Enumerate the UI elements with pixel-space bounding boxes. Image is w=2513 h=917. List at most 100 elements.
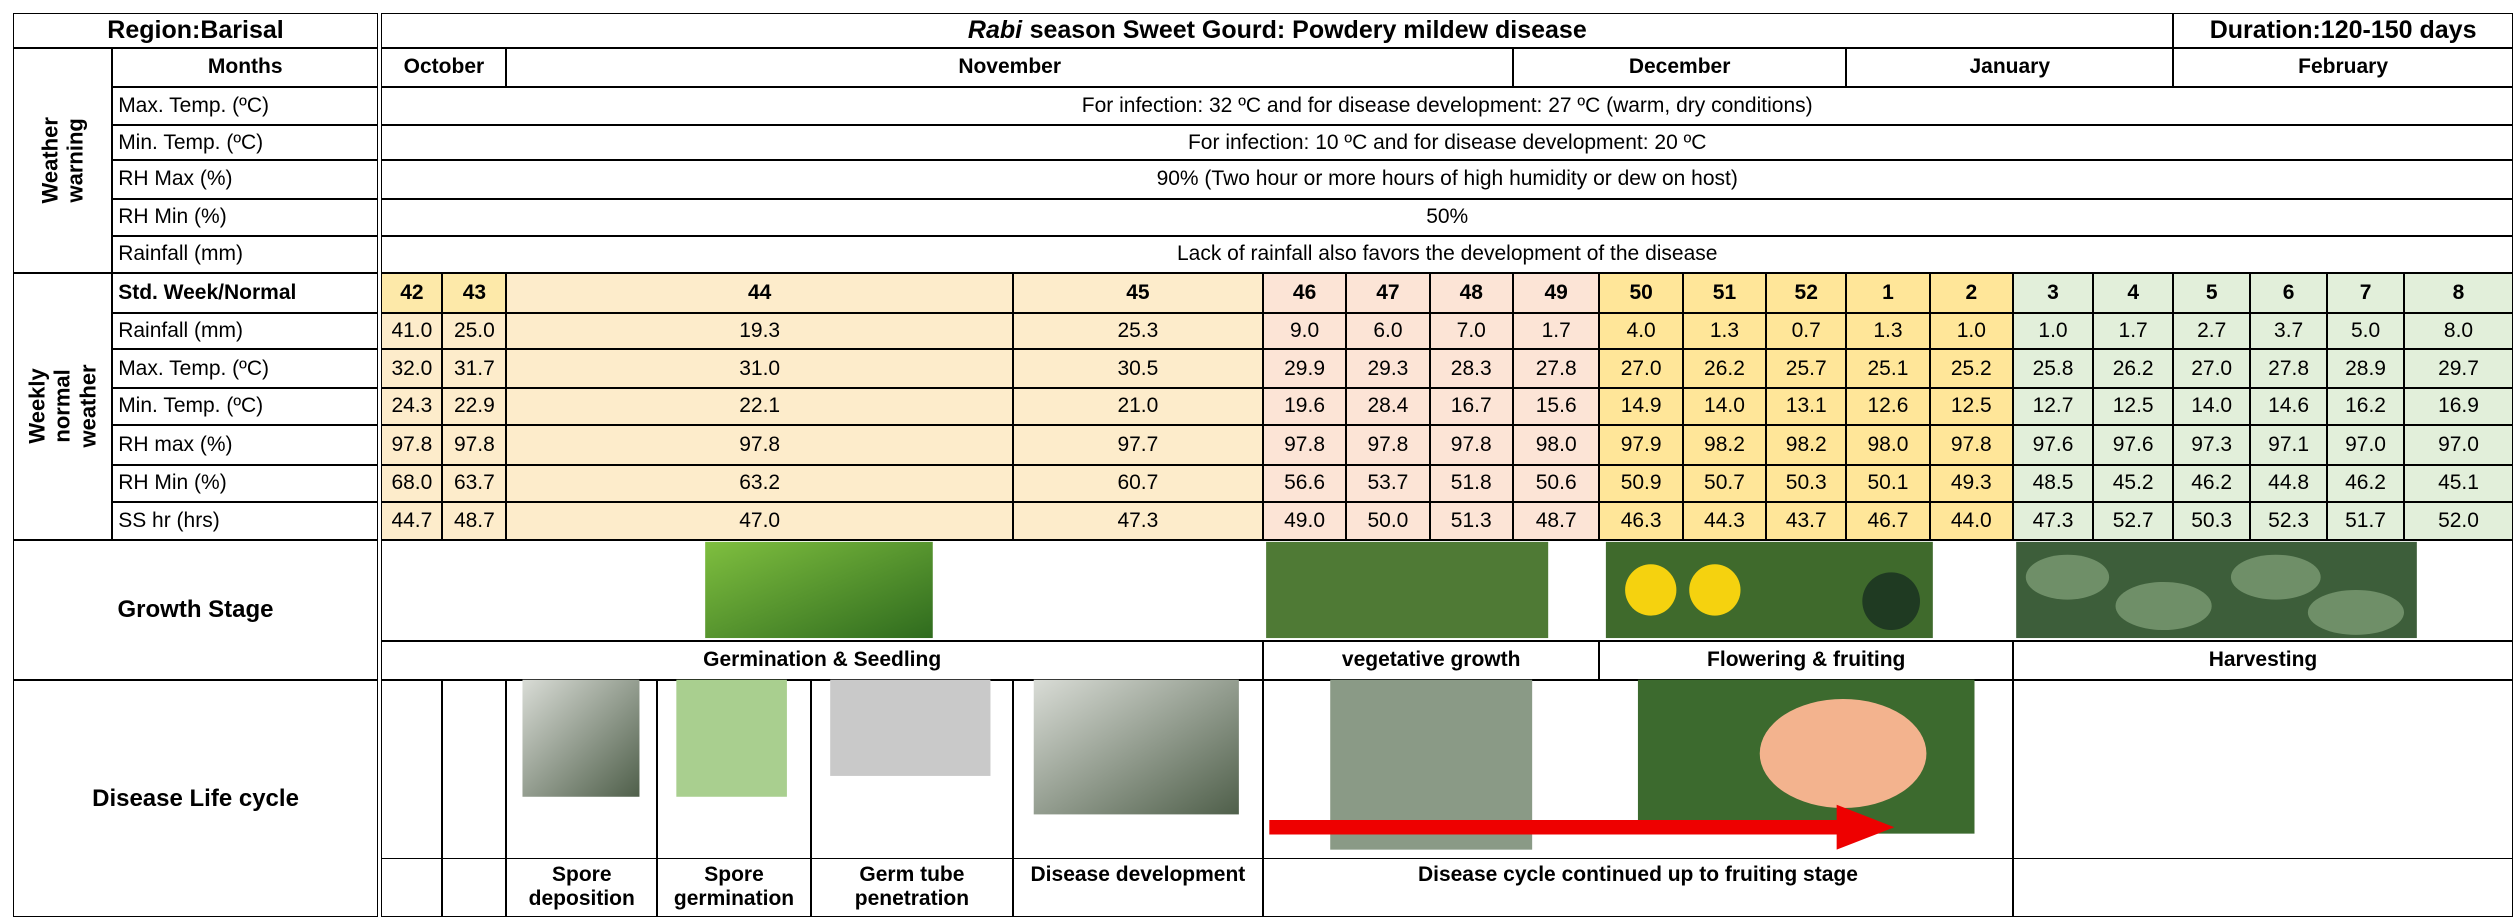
weekly-value: 25.1 <box>1846 349 1929 387</box>
weekly-value: 44.8 <box>2250 465 2327 502</box>
weekly-value: 32.0 <box>381 349 442 387</box>
weekly-value: 98.0 <box>1846 425 1929 465</box>
disease-picture-cell <box>1013 680 1263 858</box>
weekly-value: 14.0 <box>2173 388 2250 425</box>
weekly-value: 6.0 <box>1346 313 1429 350</box>
weekly-value: 16.7 <box>1430 388 1513 425</box>
week: 45 <box>1013 273 1263 313</box>
disease-picture-cell <box>657 680 811 858</box>
week-header-label: Std. Week/Normal <box>112 273 378 313</box>
weekly-value: 53.7 <box>1346 465 1429 502</box>
week: 43 <box>442 273 506 313</box>
weekly-value: 45.1 <box>2404 465 2513 502</box>
weekly-label: Weekly normal weather <box>13 273 112 541</box>
disease-picture-cell <box>381 680 442 858</box>
disease-stage: Disease cycle continued up to fruiting s… <box>1263 858 2013 917</box>
weekly-value: 60.7 <box>1013 465 1263 502</box>
weekly-value: 14.0 <box>1683 388 1766 425</box>
weekly-value: 26.2 <box>2093 349 2173 387</box>
weekly-value: 0.7 <box>1766 313 1846 350</box>
week: 1 <box>1846 273 1929 313</box>
weekly-value: 97.3 <box>2173 425 2250 465</box>
weekly-value: 21.0 <box>1013 388 1263 425</box>
weekly-value: 51.3 <box>1430 502 1513 540</box>
title-italic: Rabi <box>968 16 1022 45</box>
warning-text: 90% (Two hour or more hours of high humi… <box>381 160 2513 198</box>
weekly-value: 50.1 <box>1846 465 1929 502</box>
week: 2 <box>1930 273 2013 313</box>
weekly-value: 26.2 <box>1683 349 1766 387</box>
weekly-value: 50.0 <box>1346 502 1429 540</box>
month: October <box>381 48 506 86</box>
weekly-value: 44.3 <box>1683 502 1766 540</box>
weekly-value: 13.1 <box>1766 388 1846 425</box>
warning-text: Lack of rainfall also favors the develop… <box>381 236 2513 273</box>
disease-picture-cell <box>811 680 1013 858</box>
weekly-value: 28.9 <box>2327 349 2404 387</box>
weekly-value: 97.8 <box>1430 425 1513 465</box>
weekly-value: 1.7 <box>2093 313 2173 350</box>
month: December <box>1513 48 1846 86</box>
week: 44 <box>506 273 1012 313</box>
weekly-value: 29.7 <box>2404 349 2513 387</box>
week: 48 <box>1430 273 1513 313</box>
weekly-value: 97.9 <box>1599 425 1682 465</box>
weekly-value: 51.7 <box>2327 502 2404 540</box>
disease-label: Disease Life cycle <box>13 680 378 917</box>
weekly-value: 52.0 <box>2404 502 2513 540</box>
weekly-value: 63.2 <box>506 465 1012 502</box>
weekly-value: 51.8 <box>1430 465 1513 502</box>
weekly-param: RH Min (%) <box>112 465 378 502</box>
weekly-param: Min. Temp. (ºC) <box>112 388 378 425</box>
weekly-value: 12.7 <box>2013 388 2093 425</box>
weekly-value: 50.3 <box>1766 465 1846 502</box>
weekly-value: 1.7 <box>1513 313 1600 350</box>
disease-stage: Spore deposition <box>506 858 657 917</box>
weekly-value: 43.7 <box>1766 502 1846 540</box>
weekly-label-text: Weekly normal weather <box>25 358 101 455</box>
weekly-value: 27.0 <box>2173 349 2250 387</box>
weekly-value: 27.8 <box>1513 349 1600 387</box>
weekly-value: 46.7 <box>1846 502 1929 540</box>
disease-stage <box>442 858 506 917</box>
disease-picture-cell <box>506 680 657 858</box>
disease-picture-cell <box>2013 680 2513 858</box>
weekly-value: 49.3 <box>1930 465 2013 502</box>
disease-picture-cell <box>442 680 506 858</box>
weekly-value: 25.2 <box>1930 349 2013 387</box>
weekly-param: Max. Temp. (ºC) <box>112 349 378 387</box>
weekly-value: 50.6 <box>1513 465 1600 502</box>
crop-calendar: Region:BarisalRabiseason Sweet Gourd: Po… <box>0 0 2513 917</box>
weekly-value: 97.8 <box>1263 425 1346 465</box>
warning-param: Min. Temp. (ºC) <box>112 125 378 160</box>
month: January <box>1846 48 2173 86</box>
weekly-value: 29.3 <box>1346 349 1429 387</box>
week: 50 <box>1599 273 1682 313</box>
disease-stage: Germ tube penetration <box>811 858 1013 917</box>
weekly-value: 46.3 <box>1599 502 1682 540</box>
growth-stage: Flowering & fruiting <box>1599 641 2012 679</box>
weekly-value: 52.3 <box>2250 502 2327 540</box>
week: 6 <box>2250 273 2327 313</box>
weekly-value: 97.8 <box>506 425 1012 465</box>
weekly-value: 25.0 <box>442 313 506 350</box>
month: November <box>506 48 1512 86</box>
growth-stage: Harvesting <box>2013 641 2513 679</box>
weekly-value: 3.7 <box>2250 313 2327 350</box>
disease-picture-cell <box>1263 680 2013 858</box>
weekly-value: 12.5 <box>1930 388 2013 425</box>
weekly-value: 56.6 <box>1263 465 1346 502</box>
warning-text: 50% <box>381 199 2513 236</box>
weekly-value: 46.2 <box>2173 465 2250 502</box>
weekly-value: 12.6 <box>1846 388 1929 425</box>
warning-param: RH Max (%) <box>112 160 378 198</box>
week: 49 <box>1513 273 1600 313</box>
weekly-value: 45.2 <box>2093 465 2173 502</box>
weekly-value: 31.7 <box>442 349 506 387</box>
growth-pictures <box>381 540 2513 641</box>
weekly-value: 8.0 <box>2404 313 2513 350</box>
warning-param: RH Min (%) <box>112 199 378 236</box>
week: 51 <box>1683 273 1766 313</box>
warning-param: Rainfall (mm) <box>112 236 378 273</box>
weekly-value: 49.0 <box>1263 502 1346 540</box>
